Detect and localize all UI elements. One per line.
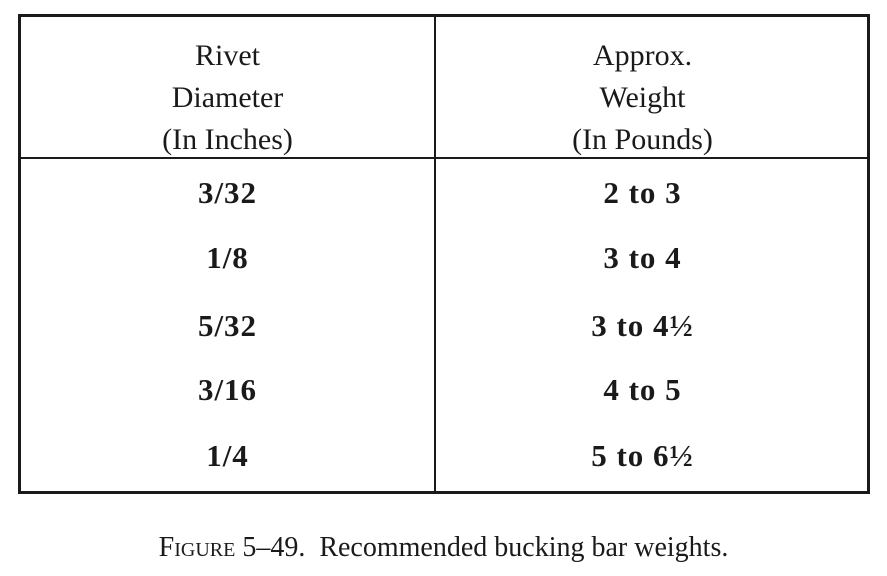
table-cell: 5/32 [197,308,258,343]
table-cell: 2 to 3 [603,175,682,210]
header-line: Weight [599,81,686,114]
table-cell: 3/32 [197,175,258,210]
caption-text: Recommended bucking bar weights. [319,532,729,563]
header-divider [21,157,867,159]
table-cell: 1/4 [206,438,249,473]
caption: Figure 5–49. Recommended bucking bar weig… [0,532,887,564]
header-line: (In Pounds) [572,123,713,156]
table-cell: 3/16 [197,372,258,407]
header-line: Approx. [592,39,693,72]
table-cell: 3 to 4 [603,240,682,275]
figure-label: Figure 5–49. [158,532,306,563]
header-line: Rivet [195,39,260,72]
table-cell: 1/8 [206,240,249,275]
header-line: (In Inches) [162,123,293,156]
table-cell: 3 to 4½ [591,308,694,343]
header-cell: Approx. Weight (In Pounds) [436,35,849,161]
header-cell: Rivet Diameter (In Inches) [21,35,434,161]
table: Rivet Diameter (In Inches) Approx. Weight (In… [18,14,870,494]
column-divider [434,17,436,491]
table-cell: 4 to 5 [603,372,682,407]
table-cell: 5 to 6½ [591,438,694,473]
header-line: Diameter [171,81,284,114]
